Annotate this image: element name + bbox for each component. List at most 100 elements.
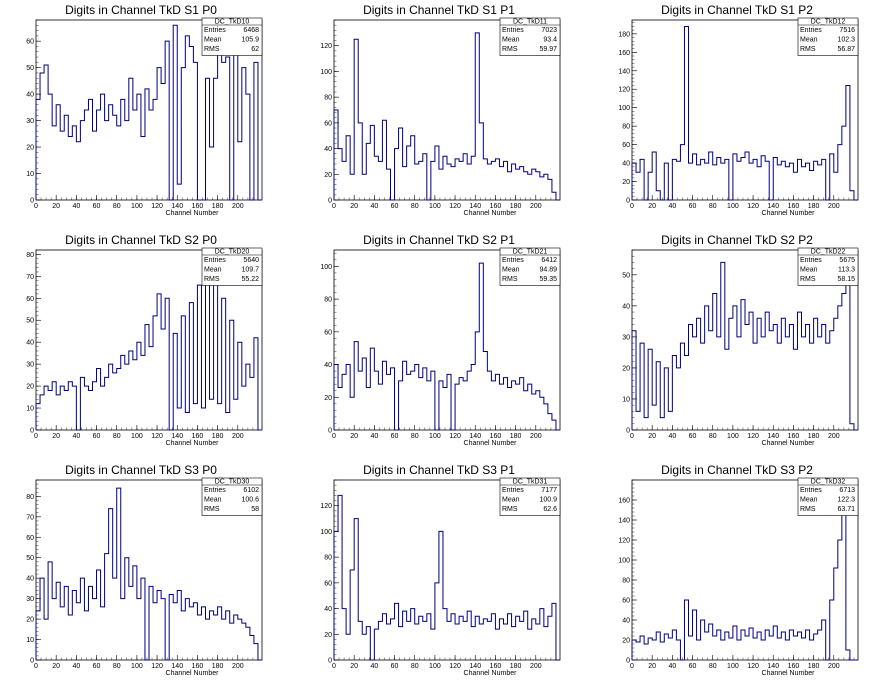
stats-label: Entries [204, 487, 226, 494]
x-tick-label: 100 [429, 203, 441, 210]
x-tick-label: 180 [808, 203, 820, 210]
x-tick-label: 120 [747, 203, 759, 210]
y-tick-label: 80 [324, 297, 332, 304]
x-tick-label: 60 [689, 203, 697, 210]
stats-name: DC_TkD30 [215, 479, 250, 486]
stats-label: RMS [800, 506, 816, 513]
stats-name: DC_TkD22 [811, 249, 846, 256]
stats-value: 5640 [243, 257, 259, 264]
y-tick-label: 120 [320, 503, 332, 510]
stats-value: 62 [251, 46, 259, 53]
stats-label: Mean [800, 37, 818, 44]
x-tick-label: 120 [151, 663, 163, 670]
chart-title: Digits in Channel TkD S1 P1 [363, 3, 515, 17]
y-tick-label: 160 [618, 498, 630, 505]
stats-label: Mean [502, 267, 520, 274]
x-tick-label: 160 [788, 663, 800, 670]
x-tick-label: 0 [332, 433, 336, 440]
y-tick-label: 80 [26, 252, 34, 259]
x-tick-label: 140 [171, 663, 183, 670]
x-axis-label: Channel Number [762, 440, 816, 447]
x-tick-label: 80 [113, 203, 121, 210]
y-tick-label: 30 [26, 118, 34, 125]
y-tick-label: 120 [618, 87, 630, 94]
x-tick-label: 200 [530, 203, 542, 210]
histogram-panel: Digits in Channel TkD S2 P1 0 20 40 60 80 100 0… [298, 230, 596, 460]
x-tick-label: 180 [212, 663, 224, 670]
x-tick-label: 180 [510, 203, 522, 210]
x-tick-label: 180 [212, 203, 224, 210]
histogram-panel: Digits in Channel TkD S2 P0 0 10 20 30 40 50 60… [0, 230, 298, 460]
y-tick-label: 140 [618, 68, 630, 75]
stats-box [499, 247, 561, 286]
stats-box [499, 477, 561, 516]
y-tick-label: 20 [26, 384, 34, 391]
x-tick-label: 140 [171, 433, 183, 440]
stats-value: 63.71 [837, 506, 855, 513]
x-tick-label: 140 [767, 433, 779, 440]
x-tick-label: 40 [72, 203, 80, 210]
x-axis-label: Channel Number [464, 670, 518, 677]
histogram-series [35, 487, 262, 661]
stats-value: 59.35 [539, 276, 557, 283]
histogram-panel: Digits in Channel TkD S3 P0 0 10 20 30 40 50 60… [0, 460, 298, 690]
x-tick-label: 200 [530, 433, 542, 440]
y-tick-label: 0 [30, 198, 34, 205]
x-tick-label: 140 [171, 203, 183, 210]
y-tick-label: 40 [324, 146, 332, 153]
x-tick-label: 140 [767, 663, 779, 670]
x-tick-label: 20 [52, 203, 60, 210]
stats-label: RMS [502, 506, 518, 513]
x-tick-label: 40 [668, 663, 676, 670]
stats-label: Mean [204, 267, 222, 274]
x-tick-label: 40 [370, 203, 378, 210]
y-tick-label: 40 [622, 303, 630, 310]
stats-value: 58 [251, 506, 259, 513]
stats-label: RMS [204, 506, 220, 513]
x-tick-label: 0 [34, 203, 38, 210]
stats-name: DC_TkD10 [215, 19, 250, 26]
y-tick-label: 40 [26, 340, 34, 347]
x-tick-label: 40 [72, 433, 80, 440]
y-tick-label: 0 [626, 658, 630, 665]
stats-box [797, 17, 859, 56]
histogram-series [631, 261, 858, 431]
x-tick-label: 160 [192, 433, 204, 440]
stats-value: 94.89 [539, 267, 557, 274]
y-tick-label: 40 [324, 362, 332, 369]
x-tick-label: 60 [93, 663, 101, 670]
histogram-panel: Digits in Channel TkD S1 P2 0 20 40 60 80 100 1… [596, 0, 894, 230]
histogram-svg: Digits in Channel TkD S1 P2 0 20 40 60 80 100 1… [618, 3, 859, 217]
stats-value: 6102 [243, 487, 259, 494]
x-tick-label: 20 [52, 433, 60, 440]
x-tick-label: 60 [93, 433, 101, 440]
x-tick-label: 120 [449, 433, 461, 440]
y-tick-label: 80 [622, 124, 630, 131]
stats-value: 58.15 [837, 276, 855, 283]
stats-label: Mean [204, 497, 222, 504]
x-tick-label: 100 [429, 663, 441, 670]
stats-value: 100.9 [539, 497, 557, 504]
x-tick-label: 40 [370, 663, 378, 670]
histogram-panel: Digits in Channel TkD S1 P1 0 20 40 60 80 100 1… [298, 0, 596, 230]
histogram-svg: Digits in Channel TkD S1 P0 0 10 20 30 40 50 60… [26, 3, 263, 217]
histogram-panel: Digits in Channel TkD S3 P1 0 20 40 60 80 100 1… [298, 460, 596, 690]
x-tick-label: 200 [530, 663, 542, 670]
x-tick-label: 0 [630, 433, 634, 440]
stats-label: RMS [502, 276, 518, 283]
y-tick-label: 20 [324, 632, 332, 639]
chart-title: Digits in Channel TkD S3 P0 [65, 463, 217, 477]
y-tick-label: 180 [618, 31, 630, 38]
y-tick-label: 100 [618, 558, 630, 565]
x-tick-label: 80 [709, 663, 717, 670]
x-tick-label: 40 [668, 203, 676, 210]
stats-value: 109.7 [241, 267, 259, 274]
plot-frame [35, 249, 263, 431]
stats-value: 62.6 [543, 506, 557, 513]
stats-value: 100.6 [241, 497, 259, 504]
x-tick-label: 160 [192, 663, 204, 670]
plot-frame [631, 19, 859, 201]
y-tick-label: 80 [324, 555, 332, 562]
x-tick-label: 100 [727, 663, 739, 670]
x-tick-label: 120 [151, 433, 163, 440]
